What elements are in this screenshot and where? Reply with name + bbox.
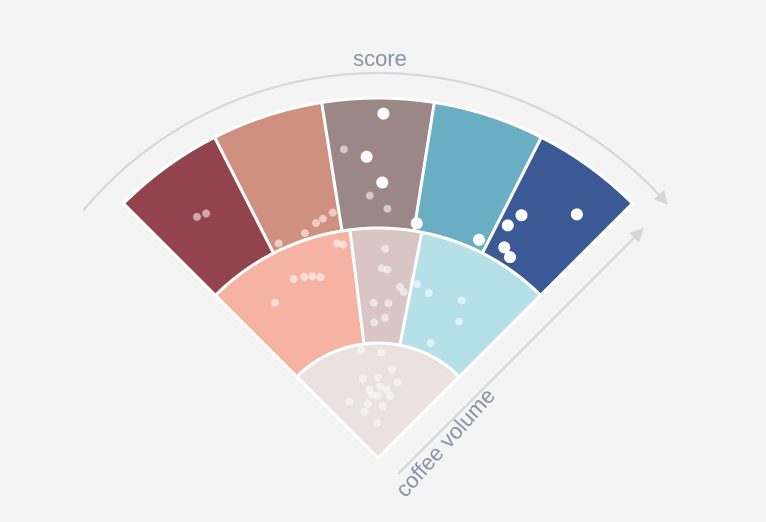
middle-ring-point xyxy=(333,239,342,248)
middle-ring-point xyxy=(369,298,378,307)
outer-ring-point xyxy=(312,219,321,227)
inner-ring-point xyxy=(388,365,396,374)
outer-ring-point xyxy=(410,217,423,230)
outer-ring-point xyxy=(318,214,327,223)
inner-ring-point xyxy=(372,419,381,428)
outer-ring-point xyxy=(504,251,516,264)
outer-ring-point xyxy=(365,191,374,200)
inner-ring-point xyxy=(376,382,385,391)
inner-ring-point xyxy=(356,346,365,355)
inner-ring-point xyxy=(374,391,382,400)
inner-ring-point xyxy=(378,402,387,411)
coffee-volume-axis-arrow xyxy=(397,228,644,475)
score-axis-arrow xyxy=(82,72,669,212)
outer-ring-point xyxy=(376,176,389,189)
middle-ring-point xyxy=(413,280,422,289)
inner-ring-point xyxy=(385,391,394,400)
middle-ring-point xyxy=(339,240,348,249)
middle-ring-point xyxy=(399,288,408,297)
outer-ring-point xyxy=(202,209,211,218)
inner-ring-point xyxy=(358,374,367,383)
outer-ring-point xyxy=(360,150,373,163)
outer-ring-point xyxy=(498,241,511,254)
middle-ring-point xyxy=(370,318,379,327)
outer-ring-point xyxy=(383,204,392,213)
outer-ring-point xyxy=(339,145,348,154)
middle-ring-point xyxy=(316,273,325,282)
inner-ring-point xyxy=(345,397,354,406)
middle-ring-point xyxy=(457,296,466,305)
outer-ring-point xyxy=(377,107,390,120)
outer-ring-point xyxy=(193,212,201,221)
middle-ring-point xyxy=(424,289,433,298)
outer-ring-point xyxy=(515,209,528,222)
outer-ring-point xyxy=(328,208,337,217)
middle-ring-point xyxy=(455,317,464,326)
middle-ring-point xyxy=(270,298,279,307)
outer-ring-point xyxy=(473,233,485,246)
outer-ring-point xyxy=(300,229,309,238)
middle-ring-point xyxy=(426,339,435,347)
inner-ring-point xyxy=(393,378,402,387)
inner-ring-point xyxy=(360,407,369,416)
inner-ring-point xyxy=(368,391,376,399)
middle-ring-point xyxy=(381,244,390,253)
outer-ring-point xyxy=(570,208,583,221)
outer-ring-point xyxy=(501,219,514,232)
outer-ring-segment-5 xyxy=(480,135,635,297)
score-axis-label: score xyxy=(353,46,407,71)
middle-ring-point xyxy=(308,272,317,281)
inner-ring-point xyxy=(382,385,391,394)
outer-ring-point xyxy=(274,239,283,248)
segments-group xyxy=(121,96,635,460)
points-group xyxy=(193,107,583,428)
inner-ring-point xyxy=(363,399,372,408)
middle-ring-point xyxy=(289,275,298,284)
middle-ring-point xyxy=(381,313,390,322)
middle-ring-point xyxy=(300,273,309,281)
inner-ring-point xyxy=(374,373,382,382)
inner-ring-point xyxy=(377,348,386,357)
middle-ring-point xyxy=(383,265,392,274)
middle-ring-point xyxy=(384,299,393,308)
